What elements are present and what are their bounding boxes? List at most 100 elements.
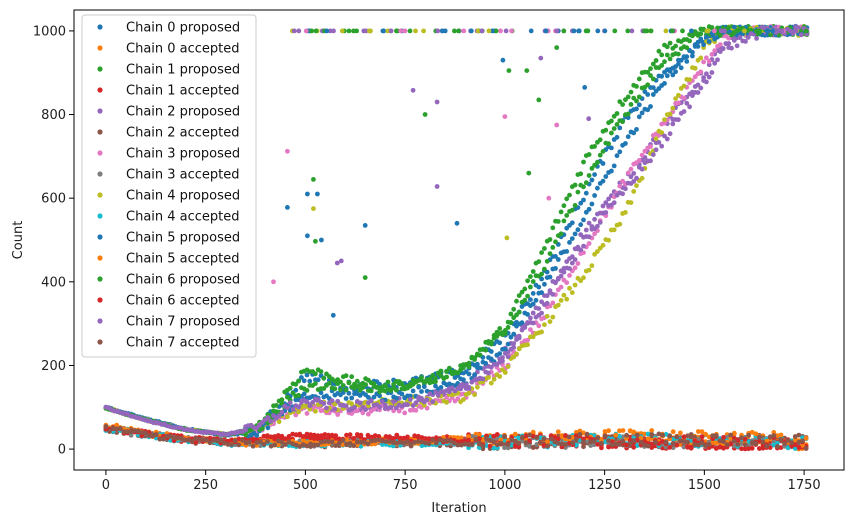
data-point [362, 275, 368, 280]
data-point [614, 122, 620, 127]
data-point [502, 433, 507, 439]
data-point [301, 378, 307, 384]
data-point [265, 415, 271, 420]
data-point [103, 424, 109, 429]
data-point [749, 445, 755, 451]
data-point [617, 442, 622, 447]
data-point [664, 44, 670, 50]
data-point [603, 210, 609, 215]
data-point [664, 136, 670, 142]
data-point [684, 59, 690, 64]
data-point [505, 341, 511, 347]
x-tick-label: 0 [102, 478, 110, 493]
data-point [290, 390, 296, 396]
data-point [775, 433, 780, 438]
data-point [559, 434, 565, 439]
data-point [305, 233, 310, 239]
data-point [698, 69, 704, 75]
data-point [534, 435, 540, 440]
data-point [660, 445, 665, 451]
data-point [358, 439, 364, 445]
data-point [502, 346, 508, 352]
data-point [600, 178, 606, 184]
data-point [332, 406, 338, 412]
data-point [536, 284, 542, 290]
data-point [620, 438, 626, 444]
data-point [712, 60, 718, 66]
data-point [308, 441, 313, 447]
data-point [575, 261, 581, 266]
data-point [462, 438, 468, 443]
data-point [487, 443, 493, 449]
data-point [667, 111, 673, 117]
data-point [372, 438, 378, 443]
data-point [494, 432, 500, 437]
data-point [581, 243, 586, 249]
data-point [663, 432, 669, 437]
data-point [563, 442, 568, 447]
data-point [444, 438, 450, 443]
data-point [484, 436, 489, 442]
data-point [512, 438, 518, 444]
data-point [407, 393, 413, 399]
data-point [530, 310, 536, 316]
legend-marker [97, 66, 103, 72]
legend-marker [97, 339, 103, 345]
data-point [391, 399, 396, 404]
legend-label: Chain 4 proposed [126, 189, 240, 204]
data-point [301, 437, 306, 443]
data-point [613, 436, 619, 442]
data-point [570, 434, 576, 440]
data-point [331, 28, 336, 34]
data-point [546, 195, 552, 201]
data-point [742, 446, 748, 452]
data-point [455, 396, 461, 402]
data-point [291, 28, 297, 34]
data-point [530, 320, 536, 326]
data-point [695, 82, 701, 88]
data-point [742, 28, 747, 34]
data-point [466, 364, 472, 370]
data-point [743, 39, 748, 44]
data-point [561, 218, 567, 224]
data-point [698, 55, 704, 61]
data-point [110, 425, 116, 431]
data-point [354, 439, 360, 445]
data-point [553, 280, 558, 286]
data-point [327, 28, 333, 34]
data-point [419, 439, 425, 445]
data-point [402, 28, 408, 34]
legend-label: Chain 0 accepted [126, 42, 240, 57]
data-point [631, 438, 637, 443]
data-point [723, 41, 729, 46]
data-point [240, 441, 245, 447]
data-point [427, 391, 433, 397]
data-point [692, 442, 698, 447]
data-point [419, 435, 425, 440]
data-point [785, 445, 791, 451]
data-point [297, 438, 303, 444]
data-point [639, 110, 645, 116]
data-point [107, 429, 112, 434]
data-point [782, 441, 787, 447]
data-point [193, 439, 199, 445]
data-point [746, 446, 751, 452]
data-point [265, 433, 270, 438]
data-point [519, 320, 525, 326]
legend: Chain 0 proposed Chain 0 accepted Chain 1 … [81, 14, 257, 358]
data-point [770, 28, 775, 34]
data-point [603, 127, 609, 133]
data-point [315, 436, 321, 441]
data-point [648, 73, 653, 78]
data-point [402, 410, 408, 416]
data-point [577, 437, 583, 443]
plot-area-frame [73, 9, 845, 471]
x-tick-label: 500 [293, 478, 318, 493]
data-point [441, 376, 447, 381]
legend-marker [97, 255, 103, 261]
data-point [491, 445, 497, 451]
data-point [689, 28, 694, 34]
data-point [539, 250, 544, 256]
data-point [571, 28, 577, 34]
data-point [285, 414, 290, 420]
